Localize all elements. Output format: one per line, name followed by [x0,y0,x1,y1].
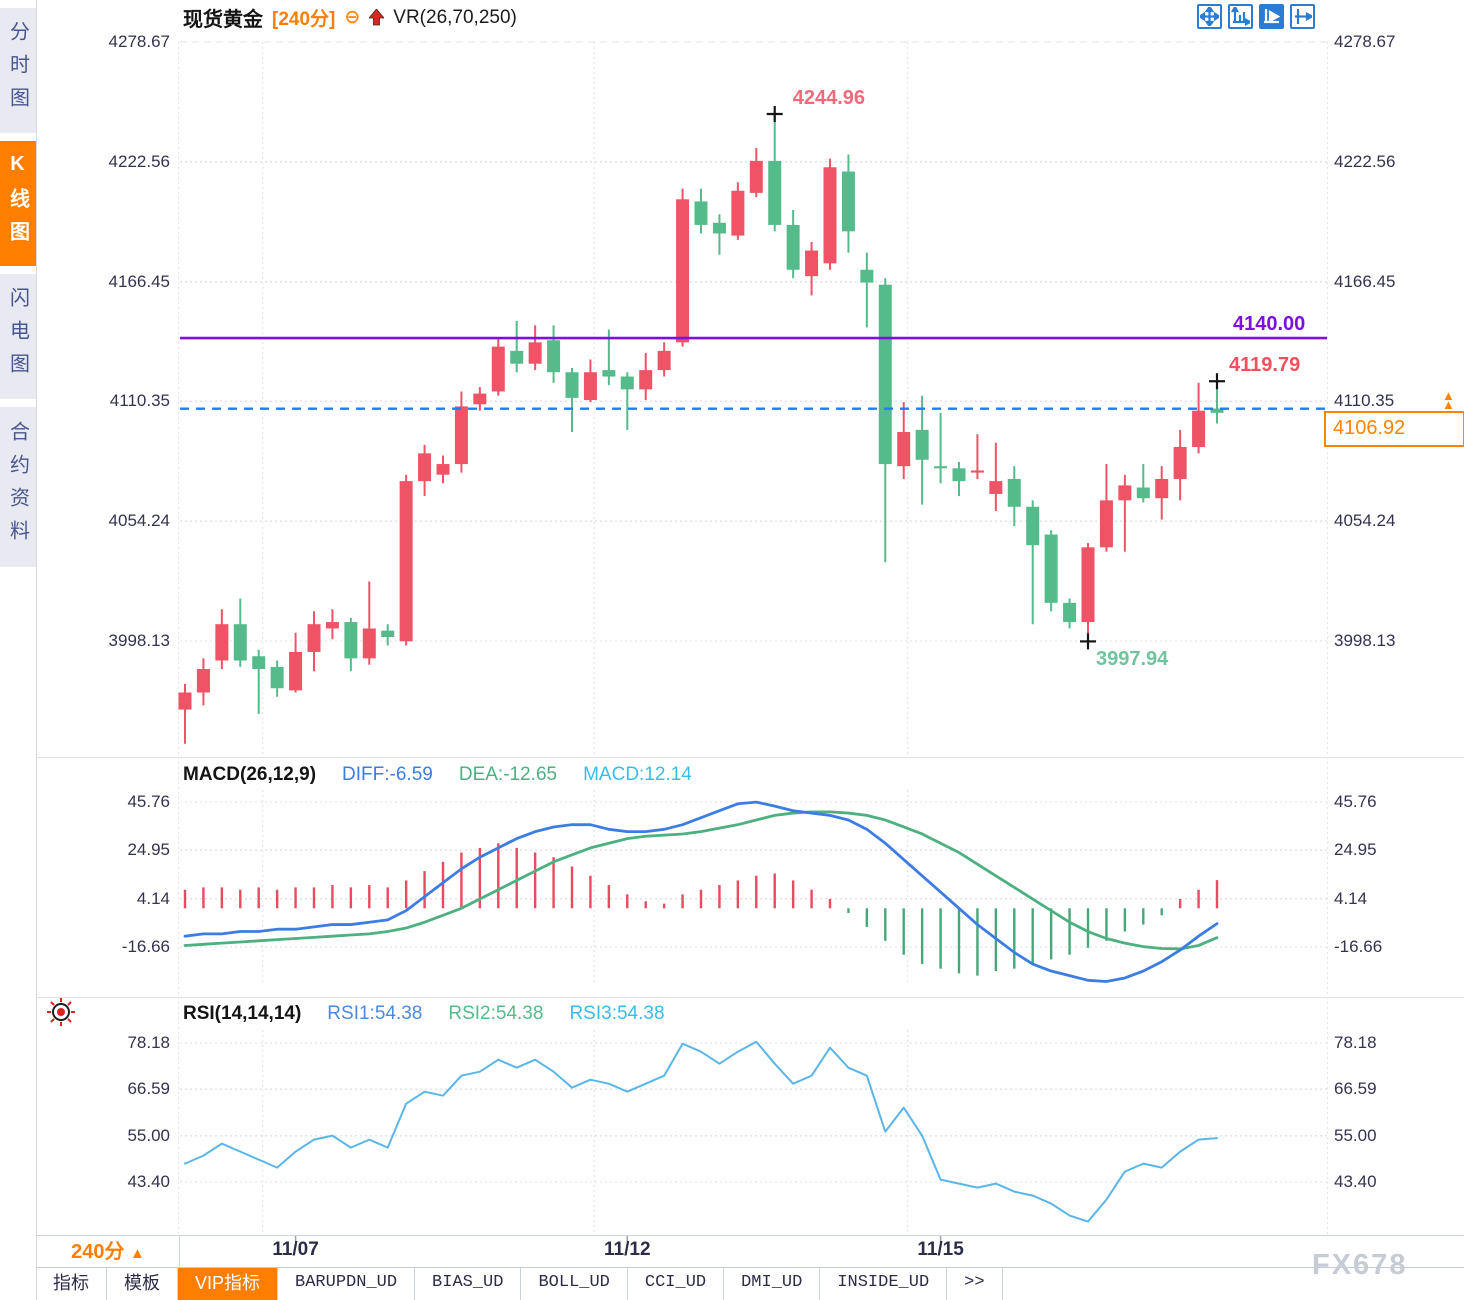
y-axis-tick: 4110.35 [109,391,170,411]
indicator-tab[interactable]: BIAS_UD [415,1268,522,1300]
collapse-circle-icon[interactable]: ⊖ [344,7,361,28]
y-axis-tick: -16.66 [121,937,170,956]
y-axis-tick: 43.40 [1334,1172,1377,1191]
low-price-label: 3997.94 [1096,648,1169,671]
pan-right-icon[interactable] [1290,4,1315,29]
y-axis-tick: 4110.35 [1334,391,1395,411]
view-tab-3[interactable]: 闪电图 [0,274,36,399]
indicator-tab[interactable]: INSIDE_UD [820,1268,948,1300]
y-axis-tick: 78.18 [127,1033,170,1052]
y-axis-tick: 4054.24 [1334,511,1396,531]
view-tab-1[interactable]: 分时图 [0,8,36,133]
y-axis-tick: 66.59 [127,1079,170,1099]
red-up-arrow-icon [369,8,385,25]
y-axis-tick: -16.66 [1334,937,1383,956]
indicator-tab[interactable]: BOLL_UD [521,1268,628,1300]
watermark: FX678 [1312,1249,1408,1281]
indicator-tab[interactable]: CCI_UD [628,1268,725,1300]
y-axis-tick: 24.95 [1334,840,1377,860]
y-axis-tick: 4054.24 [108,511,170,531]
overlay-indicator-label[interactable]: VR(26,70,250) [393,6,517,28]
y-axis-tick: 3998.13 [108,631,170,650]
last-price-box: 4106.92 [1324,411,1464,447]
axis-scale-icon[interactable] [1228,4,1253,29]
price-up-arrow-icon: ▲ ▲ [1442,388,1455,412]
indicator-tab[interactable]: 指标 [36,1268,107,1300]
x-axis-date-label: 11/12 [604,1239,651,1260]
symbol-title: 现货黄金 [183,9,263,31]
x-axis-date-label: 11/15 [917,1239,964,1260]
y-axis-tick: 4222.56 [108,151,170,171]
period-label[interactable]: [240分] [272,9,336,30]
y-axis-tick: 78.18 [1334,1033,1377,1052]
last-high-price-label: 4119.79 [1229,354,1301,377]
chart-header: 现货黄金 [240分] ⊖ VR(26,70,250) [183,3,517,32]
axis-play-icon[interactable] [1259,4,1284,29]
y-axis-tick: 4278.67 [108,32,170,51]
y-axis-tick: 4166.45 [1334,271,1396,291]
indicator-tab[interactable]: 模板 [107,1268,178,1300]
y-axis-tick: 3998.13 [1334,631,1396,650]
period-selector-label: 240分 [71,1241,125,1263]
view-tab-2[interactable]: K线图 [0,141,36,266]
hline-price-label: 4140.00 [1233,313,1306,335]
rsi-title[interactable]: RSI(14,14,14) [183,1003,302,1024]
indicator-tab[interactable]: >> [947,1268,1003,1300]
indicator-tab[interactable]: BARUPDN_UD [278,1268,416,1300]
indicator-settings-sun-icon[interactable] [46,997,76,1027]
rsi-header: RSI(14,14,14) RSI1:54.38 RSI2:54.38 RSI3… [183,1003,665,1025]
indicator-tab[interactable]: VIP指标 [178,1268,279,1300]
macd-header: MACD(26,12,9) DIFF:-6.59 DEA:-12.65 MACD… [183,764,692,786]
y-axis-tick: 4166.45 [108,271,170,291]
macd-diff-value: DIFF:-6.59 [342,764,433,785]
y-axis-tick: 55.00 [127,1125,170,1145]
left-tab-strip: 分时图 K线图闪电图合约资料 [0,0,37,1300]
high-price-label: 4244.96 [792,86,865,109]
macd-macd-value: MACD:12.14 [583,764,692,785]
y-axis-tick: 66.59 [1334,1079,1377,1099]
y-axis-tick: 4.14 [1334,888,1368,908]
y-axis-tick: 43.40 [127,1172,170,1191]
period-selector-button[interactable]: 240分 ▲ [37,1237,179,1267]
period-selector-arrow-icon: ▲ [130,1245,145,1262]
indicator-tab-bar: 指标 模板 VIP指标 BARUPDN_UD BIAS_UD BOLL_UD CCI_UD D… [36,1268,1003,1300]
y-axis-tick: 24.95 [127,840,170,860]
y-axis-tick: 55.00 [1334,1125,1377,1145]
y-axis-tick: 45.76 [127,792,170,811]
move-crosshair-icon[interactable] [1197,4,1222,29]
y-axis-tick: 4222.56 [1334,151,1396,171]
rsi1-value: RSI1:54.38 [327,1003,423,1024]
view-tab-4[interactable]: 合约资料 [0,407,36,567]
indicator-tab[interactable]: DMI_UD [724,1268,821,1300]
y-axis-tick: 4278.67 [1334,32,1396,51]
rsi2-value: RSI2:54.38 [448,1003,544,1024]
chart-toolbar [1197,4,1315,29]
macd-title[interactable]: MACD(26,12,9) [183,764,317,785]
y-axis-tick: 45.76 [1334,792,1377,811]
macd-dea-value: DEA:-12.65 [458,764,558,785]
x-axis-date-label: 11/07 [272,1239,319,1260]
rsi3-value: RSI3:54.38 [569,1003,665,1024]
y-axis-tick: 4.14 [136,888,170,908]
